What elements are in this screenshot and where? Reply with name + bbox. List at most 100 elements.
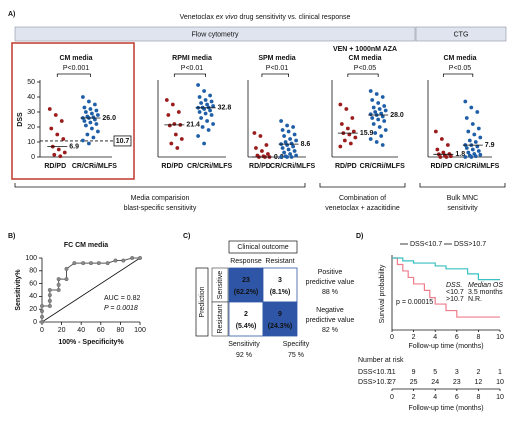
data-point [383, 128, 388, 132]
roc-point [64, 266, 69, 271]
cell-percent: (24.3%) [268, 323, 293, 330]
roc-point [47, 298, 52, 303]
data-point [379, 111, 384, 116]
metric: 75 % [288, 352, 304, 359]
legend-label: DSS<10.7 [410, 241, 442, 248]
data-point [376, 117, 381, 122]
data-point [377, 107, 382, 111]
roc-point [137, 256, 142, 261]
data-point [167, 123, 172, 128]
data-point [258, 134, 263, 138]
survival-curve [392, 257, 500, 281]
row-label-box [211, 301, 229, 337]
y-tick-label: 40 [29, 293, 37, 300]
risk-count: 25 [410, 379, 418, 386]
data-point [383, 108, 388, 113]
data-point [205, 102, 210, 107]
data-point [88, 107, 93, 111]
matrix-cell [262, 301, 298, 337]
median-label: 0.0 [274, 154, 284, 161]
plot-title: RPMI media [172, 55, 212, 62]
y-tick-label: 100 [25, 255, 37, 262]
data-point [176, 110, 181, 114]
data-point [380, 143, 385, 147]
median-label: 28.0 [390, 112, 404, 119]
risk-count: 11 [388, 369, 395, 376]
data-point [466, 129, 471, 134]
roc-point [121, 258, 126, 263]
y-tick-label: 20 [29, 306, 37, 313]
data-point [288, 137, 292, 141]
legend-label: DSS>10.7 [454, 241, 486, 248]
risk-count: 23 [453, 379, 461, 386]
data-point [285, 143, 289, 147]
data-point [173, 132, 178, 137]
data-point [260, 149, 264, 153]
data-point [172, 122, 177, 126]
data-point [203, 111, 208, 116]
data-point [467, 138, 472, 143]
x-axis-label: 100% - Specificity% [58, 339, 124, 346]
risk-tick-label: 4 [433, 394, 437, 401]
p-value: P<0.05 [354, 65, 376, 72]
data-point [380, 114, 385, 119]
plot-title: FC CM media [64, 242, 108, 249]
x-tick-label: 60 [97, 327, 105, 334]
group-caption: blast-specific sensitivity [124, 205, 197, 212]
data-point [82, 105, 87, 110]
x-tick-label: 6 [455, 334, 459, 341]
median-label: 6.9 [69, 143, 79, 150]
data-point [90, 126, 94, 131]
x-tick-label: 40 [77, 327, 85, 334]
data-point [470, 147, 475, 152]
data-point [202, 141, 207, 146]
x-tick-label: 0 [390, 334, 394, 341]
data-point [291, 125, 295, 129]
x-tick-label: 10 [496, 334, 504, 341]
header: Venetoclax ex vivo drug sensitivity vs. … [180, 14, 351, 21]
roc-point [40, 304, 45, 309]
data-point [264, 143, 269, 147]
outcome-box [228, 240, 298, 254]
data-point [291, 144, 295, 149]
sig-bracket [261, 73, 289, 77]
data-point [472, 132, 477, 137]
data-point [91, 135, 96, 140]
data-point [368, 89, 373, 93]
data-point [175, 146, 180, 150]
y-tick-label: 0 [33, 319, 37, 326]
data-point [286, 129, 291, 134]
data-point [56, 147, 61, 152]
x-tick-label: RD/PD [430, 163, 452, 170]
roc-point [113, 258, 118, 263]
x-tick-label: 0 [40, 327, 44, 334]
data-point [205, 119, 210, 123]
row-label: Sensitive [217, 271, 224, 300]
data-point [252, 131, 257, 135]
data-point [463, 155, 468, 159]
data-point [478, 152, 483, 157]
y-tick-label: 30 [27, 109, 35, 116]
data-point [197, 95, 202, 99]
predictive-value: 82 % [322, 327, 338, 334]
data-point [368, 112, 373, 117]
data-point [211, 104, 216, 108]
group-bracket [14, 183, 306, 188]
cutoff-box [113, 135, 132, 147]
risk-tick-label: 6 [455, 394, 459, 401]
panel-label: D) [356, 233, 363, 240]
p-value: P<0.01 [181, 65, 203, 72]
data-point [345, 126, 350, 131]
x-tick-label: CR/CRi/MLFS [454, 163, 499, 170]
roc-point [47, 288, 52, 293]
risk-tick-label: 10 [496, 394, 504, 401]
plot-title: VEN + 1000nM AZA [333, 46, 397, 53]
data-point [439, 137, 444, 141]
sig-bracket [347, 73, 379, 77]
panel-label: C) [183, 233, 190, 240]
data-point [199, 116, 204, 120]
data-point [470, 122, 475, 126]
data-point [376, 101, 381, 105]
data-point [166, 113, 171, 117]
